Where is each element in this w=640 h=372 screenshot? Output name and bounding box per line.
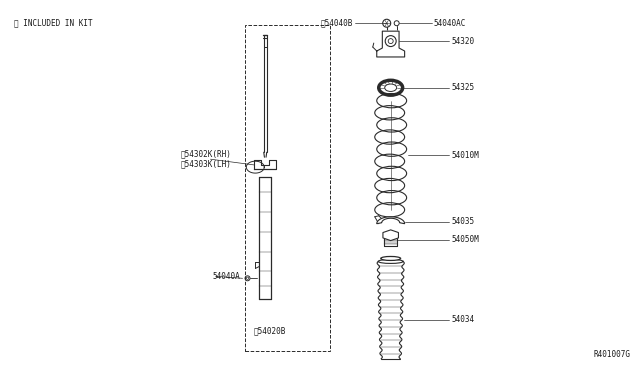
Text: ※ INCLUDED IN KIT: ※ INCLUDED IN KIT: [14, 18, 93, 27]
Text: ※54302K(RH): ※54302K(RH): [180, 150, 232, 159]
Polygon shape: [254, 160, 276, 169]
Text: 54320: 54320: [451, 36, 474, 46]
Text: 54010M: 54010M: [451, 151, 479, 160]
Text: 54325: 54325: [451, 83, 474, 92]
Text: ※54303K(LH): ※54303K(LH): [180, 160, 232, 169]
Text: 54040A: 54040A: [212, 272, 241, 281]
Circle shape: [385, 36, 396, 46]
Text: 54040AC: 54040AC: [433, 19, 466, 28]
Text: 54050M: 54050M: [451, 235, 479, 244]
Ellipse shape: [385, 84, 397, 92]
Text: ※54020B: ※54020B: [254, 326, 287, 336]
Text: R401007G: R401007G: [594, 350, 630, 359]
Polygon shape: [377, 217, 404, 224]
Polygon shape: [377, 31, 404, 57]
Polygon shape: [383, 230, 399, 241]
Circle shape: [388, 39, 393, 44]
Text: ※54040B: ※54040B: [321, 19, 353, 28]
Text: 54034: 54034: [451, 315, 474, 324]
Bar: [245, 25, 330, 351]
Text: 54035: 54035: [451, 217, 474, 226]
Ellipse shape: [381, 256, 401, 260]
